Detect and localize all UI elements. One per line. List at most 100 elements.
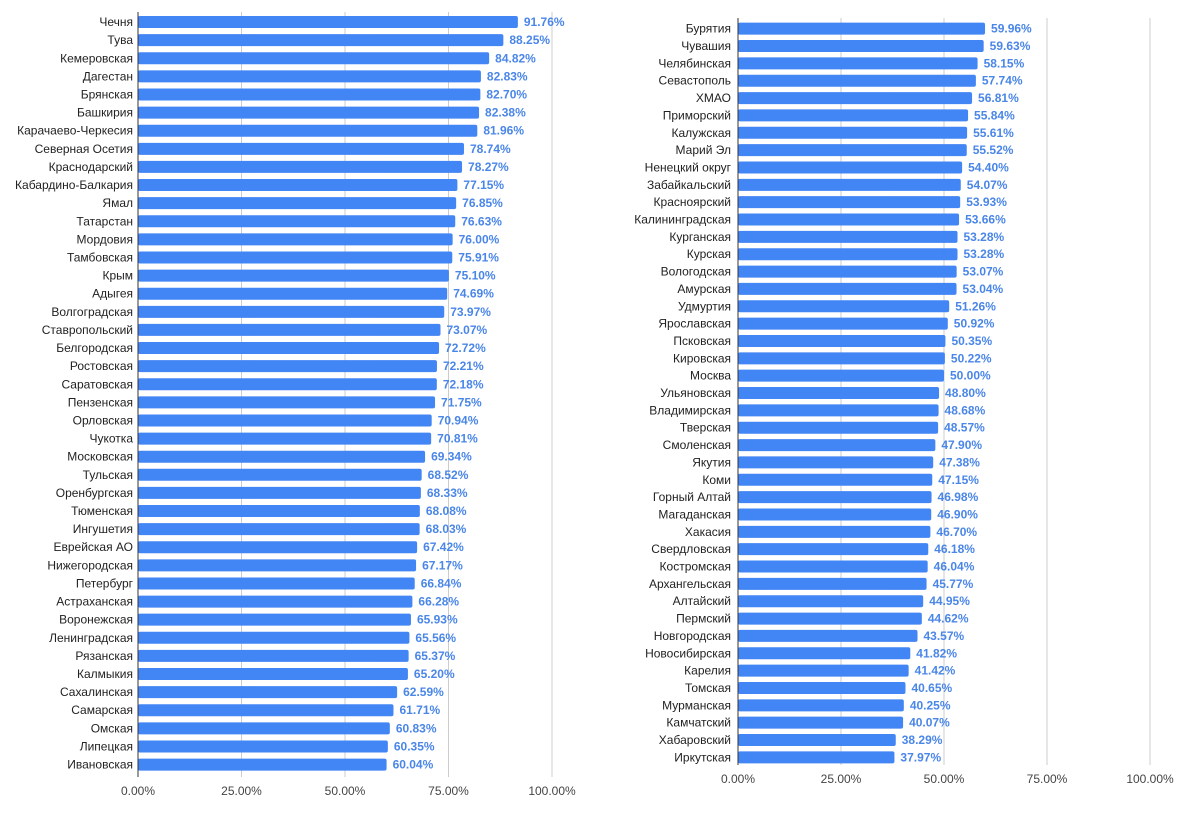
category-label: Томская — [685, 681, 731, 695]
bar — [738, 161, 963, 174]
bar — [738, 57, 978, 70]
bar — [738, 213, 960, 226]
data-label: 56.81% — [978, 91, 1019, 105]
bar — [138, 215, 456, 228]
data-label: 45.77% — [933, 577, 974, 591]
data-label: 41.42% — [915, 664, 956, 678]
data-label: 60.35% — [394, 739, 435, 753]
bar — [138, 160, 463, 173]
x-tick-label: 50.00% — [325, 784, 366, 798]
data-label: 82.83% — [487, 69, 528, 83]
category-label: Тверская — [680, 421, 731, 435]
data-label: 46.98% — [938, 490, 979, 504]
category-label: Курская — [687, 247, 731, 261]
bar — [138, 124, 478, 137]
category-label: Белгородская — [56, 341, 133, 355]
data-label: 59.96% — [991, 22, 1032, 36]
bar — [738, 196, 961, 209]
category-label: Краснодарский — [49, 160, 133, 174]
category-label: Чечня — [99, 15, 133, 29]
bar — [138, 269, 449, 282]
bar — [138, 305, 445, 318]
data-label: 68.08% — [426, 504, 467, 518]
bar — [738, 300, 950, 313]
data-label: 53.07% — [963, 265, 1004, 279]
bar — [738, 751, 895, 764]
category-label: Вологодская — [661, 265, 731, 279]
data-label: 53.93% — [966, 195, 1007, 209]
category-label: Татарстан — [76, 214, 133, 228]
data-label: 78.27% — [468, 160, 509, 174]
category-label: Пермский — [676, 612, 731, 626]
data-label: 38.29% — [902, 733, 943, 747]
category-label: Еврейская АО — [53, 540, 133, 554]
category-label: Тюменская — [71, 504, 133, 518]
category-label: Кабардино-Балкария — [15, 178, 133, 192]
data-label: 67.42% — [423, 540, 464, 554]
bar — [738, 265, 957, 278]
category-label: Сахалинская — [60, 685, 133, 699]
right-bar-chart: 0.00% 25.00% 50.00% 75.00% 100.00% Бурятия 59.… — [634, 18, 1174, 786]
data-label: 51.26% — [955, 299, 996, 313]
bar — [738, 439, 936, 452]
category-label: Калмыкия — [77, 667, 133, 681]
category-label: Чувашия — [681, 39, 731, 53]
category-label: ХМАО — [696, 91, 731, 105]
bar — [738, 74, 976, 87]
data-label: 46.04% — [934, 560, 975, 574]
category-label: Коми — [702, 473, 731, 487]
data-label: 91.76% — [524, 15, 565, 29]
category-label: Свердловская — [651, 542, 731, 556]
data-label: 84.82% — [495, 51, 536, 65]
category-label: Челябинская — [658, 56, 731, 70]
category-label: Бурятия — [686, 22, 731, 36]
category-label: Мурманская — [662, 698, 731, 712]
category-label: Камчатский — [666, 716, 731, 730]
bar — [738, 629, 918, 642]
category-label: Ингушетия — [73, 522, 133, 536]
bar — [138, 758, 387, 771]
data-label: 40.25% — [910, 698, 951, 712]
left-bar-chart: 0.00% 25.00% 50.00% 75.00% 100.00% Чечня 91.76… — [15, 12, 576, 798]
data-label: 67.17% — [422, 558, 463, 572]
bar — [738, 126, 968, 139]
category-label: Курганская — [669, 230, 731, 244]
data-label: 72.18% — [443, 377, 484, 391]
bar — [138, 16, 518, 29]
data-label: 65.20% — [414, 667, 455, 681]
category-label: Нижегородская — [47, 558, 133, 572]
category-label: Воронежская — [59, 613, 133, 627]
data-label: 71.75% — [441, 395, 482, 409]
bar — [738, 456, 934, 469]
data-label: 66.84% — [421, 576, 462, 590]
bar — [138, 323, 441, 336]
bar — [138, 468, 422, 481]
category-label: Москва — [690, 369, 731, 383]
category-label: Ленинградская — [49, 631, 133, 645]
category-label: Орловская — [73, 413, 133, 427]
x-tick-label: 0.00% — [721, 772, 755, 786]
category-label: Ямал — [102, 196, 133, 210]
data-label: 78.74% — [470, 142, 511, 156]
bar — [738, 369, 944, 382]
bar — [738, 525, 931, 538]
category-label: Петербург — [76, 576, 134, 590]
bar — [138, 142, 464, 155]
data-label: 88.25% — [509, 33, 550, 47]
data-label: 77.15% — [463, 178, 504, 192]
bar — [138, 70, 481, 83]
bar — [738, 109, 969, 122]
category-label: Адыгея — [92, 287, 133, 301]
data-label: 41.82% — [916, 646, 957, 660]
category-label: Иркутская — [674, 750, 731, 764]
category-label: Брянская — [81, 87, 133, 101]
bar — [738, 404, 939, 417]
x-tick-label: 25.00% — [821, 772, 862, 786]
bar — [138, 197, 457, 210]
data-label: 53.66% — [965, 213, 1006, 227]
data-label: 40.65% — [911, 681, 952, 695]
data-label: 55.61% — [973, 126, 1014, 140]
x-tick-label: 25.00% — [221, 784, 262, 798]
category-label: Саратовская — [61, 377, 133, 391]
